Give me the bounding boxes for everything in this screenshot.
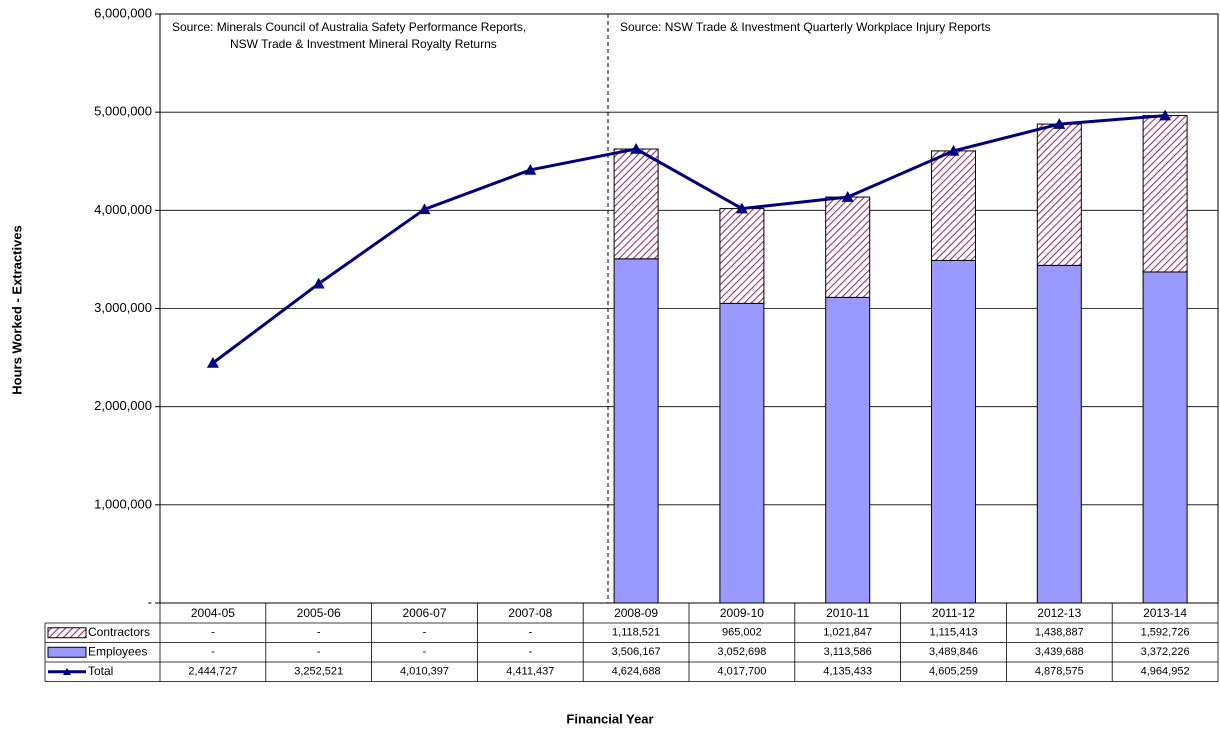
table-cell: 4,017,700 [717,666,766,678]
table-cell: 2,444,727 [188,666,237,678]
y-tick-label: 5,000,000 [94,104,152,119]
y-axis-title: Hours Worked - Extractives [9,225,24,395]
marker [312,277,325,289]
table-cell: 1,118,521 [612,627,660,639]
x-tick-label: 2006-07 [402,606,446,620]
table-cell: 4,964,952 [1141,666,1190,678]
table-cell: 4,411,437 [506,666,554,678]
bar [613,258,659,604]
legend-key [47,646,87,658]
table-cell: 4,624,688 [612,666,661,678]
x-tick-label: 2010-11 [826,606,869,620]
marker [947,144,960,156]
bar [825,296,871,604]
legend-key [47,627,87,639]
bar [1142,271,1188,604]
legend-label: Employees [88,644,147,658]
x-tick-label: 2005-06 [297,606,341,620]
x-tick-label: 2008-09 [614,606,658,620]
y-tick-label: - [148,594,152,609]
x-tick-label: 2004-05 [191,606,235,620]
legend-key [63,667,71,675]
table-cell: 3,506,167 [612,646,661,658]
table-cell: - [211,646,215,658]
x-tick-label: 2012-13 [1037,606,1081,620]
marker [630,143,643,154]
bar [931,259,976,604]
table-cell: 3,372,226 [1141,646,1190,658]
bar [1036,264,1082,604]
x-tick-label: 2007-08 [508,606,552,620]
bar [931,150,976,261]
table-cell: 4,010,397 [400,666,449,678]
x-tick-label: 2009-10 [720,606,764,620]
table-cell: 4,135,433 [823,666,872,678]
annotation: Source: Minerals Council of Australia Sa… [172,20,526,34]
bar [719,208,765,304]
bar [1036,123,1082,266]
table-cell: 3,252,521 [294,666,343,678]
table-cell: 4,878,575 [1035,666,1084,678]
line [212,114,1166,365]
y-tick-label: 2,000,000 [94,398,152,413]
y-tick-label: 1,000,000 [94,496,152,511]
y-tick-label: 4,000,000 [94,202,152,217]
marker [735,202,748,214]
marker [1159,109,1172,121]
table-cell: 1,592,726 [1141,627,1190,639]
marker [418,203,431,215]
x-axis-title: Financial Year [566,711,653,726]
table-cell: - [423,646,427,658]
table-cell: 3,113,586 [824,646,872,658]
table-cell: 4,605,259 [929,666,978,678]
bar [825,196,871,298]
table-cell: - [423,627,427,639]
legend-label: Contractors [88,625,150,639]
table-cell: 965,002 [722,627,762,639]
table-cell: 1,115,413 [929,627,977,639]
y-tick-label: 6,000,000 [94,5,152,20]
table-cell: - [317,646,321,658]
table-cell: 1,438,887 [1035,627,1084,639]
x-tick-label: 2011-12 [932,606,975,620]
bar [1142,115,1188,273]
annotation: Source: NSW Trade & Investment Quarterly… [620,20,991,34]
legend-label: Total [88,664,113,678]
table-cell: 3,052,698 [717,646,766,658]
x-tick-label: 2013-14 [1143,606,1187,620]
marker [1053,118,1066,129]
marker [206,357,219,368]
table-cell: - [528,627,532,639]
bar [613,148,659,260]
bar [719,302,765,604]
y-tick-label: 3,000,000 [94,300,152,315]
table-cell: - [317,627,321,639]
table-cell: 1,021,847 [823,627,872,639]
table-cell: 3,489,846 [929,646,978,658]
marker [841,191,854,202]
table-cell: - [528,646,532,658]
table-cell: - [211,627,215,639]
table-cell: 3,439,688 [1035,646,1084,658]
marker [524,163,537,175]
annotation: NSW Trade & Investment Mineral Royalty R… [230,37,497,51]
